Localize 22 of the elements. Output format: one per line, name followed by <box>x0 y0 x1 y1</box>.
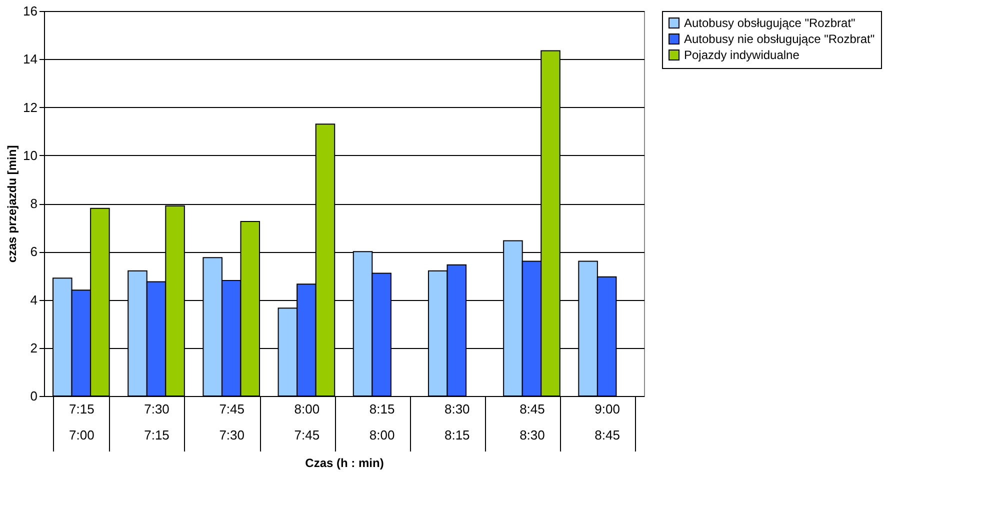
x-tick-label: 7:30 7:15 <box>144 402 170 442</box>
legend-label: Autobusy obsługujące "Rozbrat" <box>684 16 856 30</box>
legend-label: Pojazdy indywidualne <box>684 48 800 62</box>
y-axis-title: czas przejazdu [min] <box>5 145 20 263</box>
x-tick-label: 8:00 7:45 <box>294 402 320 442</box>
x-tick-label: 8:15 8:00 <box>369 402 395 442</box>
y-tick-label: 2 <box>30 340 38 356</box>
x-axis-title: Czas (h : min) <box>305 456 384 470</box>
x-tick-label: 7:45 7:30 <box>219 402 245 442</box>
y-tick-label: 12 <box>23 100 38 115</box>
y-tick-label: 16 <box>23 4 38 18</box>
x-tick-label: 7:15 7:00 <box>69 402 94 442</box>
legend-label: Autobusy nie obsługujące "Rozbrat" <box>684 32 875 46</box>
y-tick-label: 4 <box>30 292 38 308</box>
x-tick-label: 8:30 8:15 <box>444 402 470 442</box>
y-tick-label: 6 <box>30 244 38 260</box>
y-tick-label: 0 <box>30 388 38 404</box>
x-tick-label: 8:45 8:30 <box>520 402 545 442</box>
x-tick-label: 9:00 8:45 <box>594 402 620 442</box>
y-tick-label: 8 <box>30 196 38 211</box>
y-tick-label: 14 <box>23 52 38 67</box>
y-tick-label: 10 <box>23 148 38 163</box>
